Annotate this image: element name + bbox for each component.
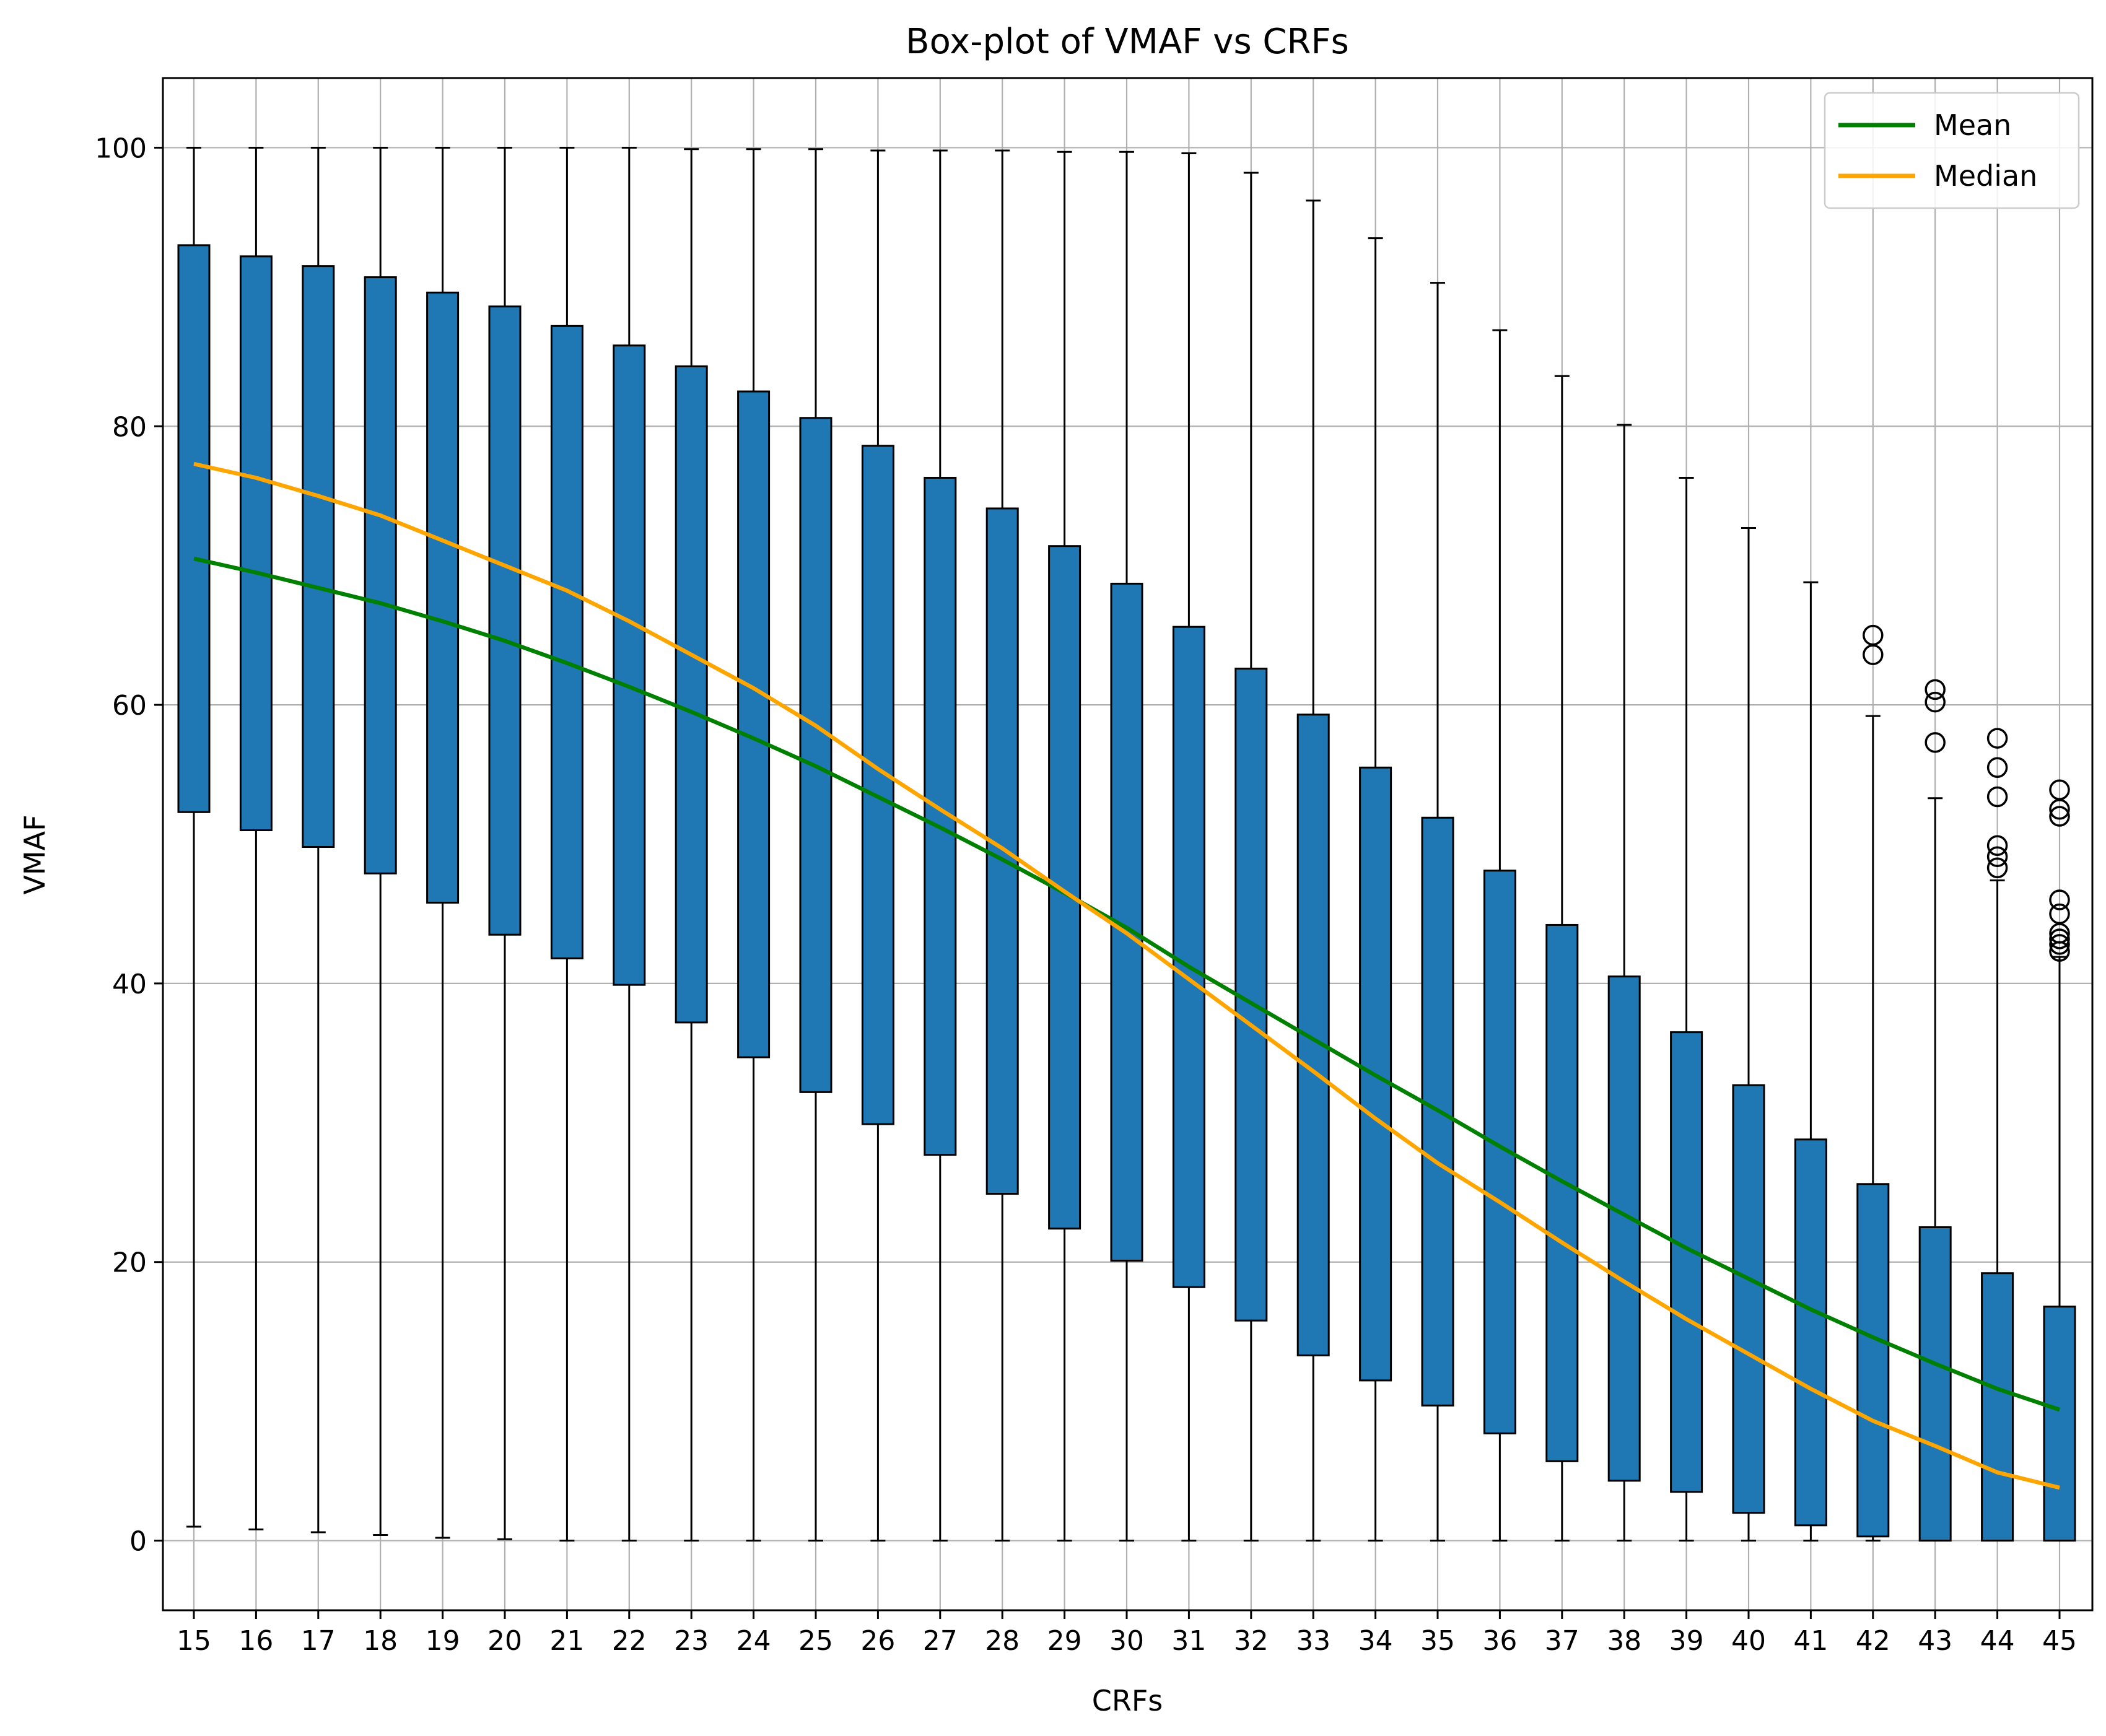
y-tick-label: 0 [129,1526,147,1558]
x-tick-label: 31 [1171,1625,1206,1657]
x-tick-label: 34 [1358,1625,1393,1657]
box-crf-43 [1918,1226,1952,1542]
y-tick-label: 100 [95,133,147,164]
mean-line [193,556,2061,1412]
outlier-point [1863,624,1884,646]
x-tick-label: 35 [1420,1625,1455,1657]
box-crf-37 [1545,923,1579,1462]
x-tick-label: 22 [612,1625,647,1657]
box-crf-31 [1172,626,1205,1288]
x-tick-label: 44 [1980,1625,2015,1657]
box-crf-28 [985,507,1019,1195]
y-tick-label: 20 [112,1247,147,1279]
x-tick-label: 38 [1607,1625,1641,1657]
y-tick-label: 40 [112,969,147,1000]
box-crf-26 [861,445,894,1125]
x-tick-label: 23 [674,1625,709,1657]
chart-title: Box-plot of VMAF vs CRFs [906,22,1349,62]
outlier-point [1986,835,2008,856]
axis-layer: 0 20 40 60 80 100 15 16 17 18 19 20 21 22 23 24 25 26 27 28… [95,77,2094,1657]
x-tick-label: 39 [1669,1625,1704,1657]
box-crf-20 [488,305,522,936]
legend-label-median: Median [1934,159,2037,193]
x-tick-label: 16 [238,1625,273,1657]
x-tick-label: 27 [923,1625,958,1657]
x-tick-label: 26 [860,1625,895,1657]
x-tick-label: 25 [798,1625,833,1657]
box-crf-24 [737,390,771,1058]
box-crf-32 [1234,668,1268,1322]
x-tick-label: 17 [301,1625,336,1657]
box-crf-33 [1296,713,1330,1356]
legend-frame [1824,92,2080,209]
box-crf-17 [302,265,335,848]
box-crf-22 [613,344,646,986]
outlier-point [2049,779,2070,801]
box-crf-25 [799,417,832,1093]
y-axis-label: VMAF [18,814,51,894]
box-crf-39 [1670,1031,1703,1493]
box-crf-19 [426,291,460,904]
box-crf-27 [924,476,957,1156]
x-tick-label: 32 [1234,1625,1269,1657]
x-tick-label: 36 [1482,1625,1517,1657]
box-crf-21 [550,325,583,959]
outlier-point [1925,679,1946,700]
x-tick-label: 21 [549,1625,584,1657]
x-tick-label: 18 [363,1625,398,1657]
x-tick-label: 20 [487,1625,522,1657]
line-layer [193,461,2061,1490]
x-axis-label: CRFs [1092,1684,1163,1717]
outlier-point [1925,732,1946,753]
box-crf-18 [364,276,397,875]
box-crf-23 [675,365,708,1024]
outlier-point [2049,806,2070,827]
outlier-point [1986,757,2008,779]
outlier-point [1986,728,2008,749]
legend-label-mean: Mean [1934,108,2011,142]
box-crf-40 [1732,1084,1765,1514]
outlier-point [1986,857,2008,878]
outlier-point [2049,903,2070,925]
box-crf-15 [177,244,211,813]
x-tick-label: 33 [1296,1625,1330,1657]
x-tick-label: 43 [1918,1625,1952,1657]
x-tick-label: 28 [985,1625,1020,1657]
box-layer [177,146,2076,1542]
x-tick-label: 45 [2042,1625,2077,1657]
box-crf-45 [2043,1306,2076,1542]
outlier-point [1986,846,2008,867]
x-tick-label: 19 [426,1625,460,1657]
x-tick-label: 29 [1047,1625,1082,1657]
box-crf-16 [239,255,273,832]
x-tick-label: 41 [1793,1625,1828,1657]
box-crf-41 [1794,1138,1827,1527]
outlier-point [2049,889,2070,910]
outlier-point [1986,786,2008,808]
y-tick-label: 80 [112,411,147,443]
x-tick-label: 40 [1731,1625,1766,1657]
legend: Mean Median [1824,92,2080,209]
y-tick-label: 60 [112,690,147,722]
x-tick-label: 15 [177,1625,211,1657]
x-tick-label: 30 [1109,1625,1144,1657]
x-tick-label: 37 [1545,1625,1580,1657]
outlier-point [2049,934,2070,955]
box-crf-44 [1981,1272,2014,1542]
box-crf-38 [1607,975,1641,1482]
outlier-point [1925,691,1946,713]
median-line [193,461,2060,1490]
outlier-point [2049,928,2070,949]
x-tick-label: 42 [1856,1625,1890,1657]
x-tick-label: 24 [736,1625,771,1657]
box-crf-42 [1856,1183,1890,1538]
